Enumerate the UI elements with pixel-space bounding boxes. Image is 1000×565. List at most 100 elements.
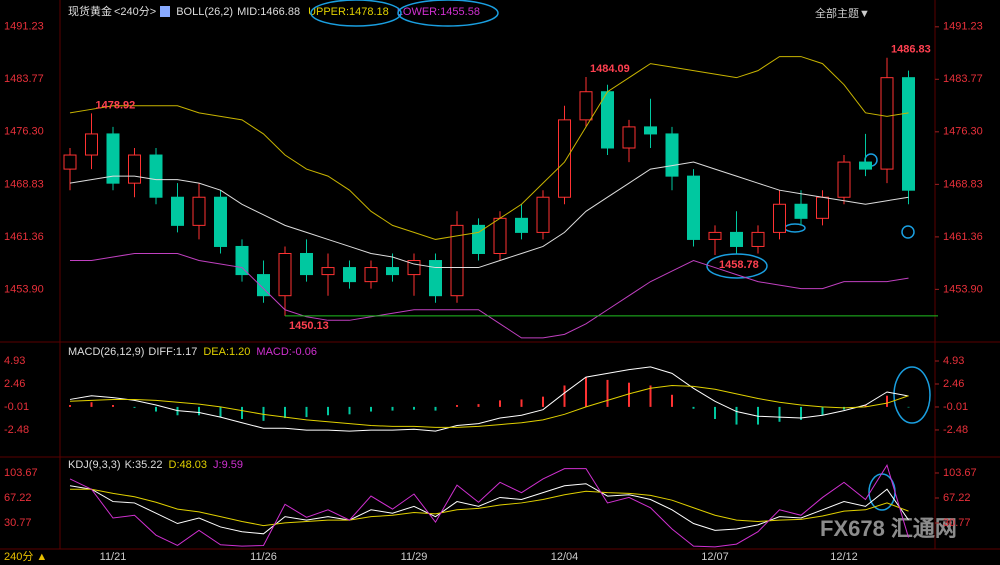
indicator-line — [69, 384, 909, 428]
candle-body — [300, 252, 313, 276]
candle-body — [773, 203, 786, 233]
kdj-header: KDJ(9,3,3) K:35.22 D:48.03 J:9.59 — [68, 459, 243, 471]
diff-text: DIFF:1.17 — [148, 346, 197, 358]
price-annotation: 1484.09 — [590, 63, 630, 75]
candle-body — [429, 260, 442, 297]
y-tick-label-right: 1476.30 — [943, 126, 983, 138]
candle-body — [622, 126, 636, 149]
header: 现货黄金 <240分> BOLL(26,2) MID:1466.88 UPPER:147… — [68, 4, 480, 18]
macd-text: MACD:-0.06 — [256, 346, 317, 358]
candle-body — [859, 161, 872, 170]
x-tick-label: 11/26 — [250, 551, 277, 563]
candle-body — [751, 231, 765, 247]
kdj-title: KDJ(9,3,3) — [68, 459, 121, 471]
candle-body — [214, 196, 227, 247]
y-tick-label-right: 1453.90 — [943, 283, 983, 295]
icon — [160, 6, 170, 17]
candle-body — [880, 77, 894, 170]
candle-body — [730, 231, 743, 247]
candle-body — [321, 267, 335, 276]
d-text: D:48.03 — [169, 459, 208, 471]
lower-text: LOWER:1455.58 — [397, 6, 480, 18]
highlight-circles — [310, 0, 931, 511]
candle-body — [665, 133, 679, 177]
candle-body — [493, 217, 507, 254]
y-tick-label-right: -0.01 — [943, 401, 968, 413]
indicator: BOLL(26,2) — [176, 6, 233, 18]
y-tick-label-left: -0.01 — [4, 401, 29, 413]
candle-body — [192, 196, 206, 226]
candle-body — [278, 252, 292, 297]
mid-text: MID:1466.88 — [237, 6, 300, 18]
indicator-line — [69, 483, 909, 535]
j-text: J:9.59 — [213, 459, 243, 471]
price-annotation: 1450.13 — [289, 320, 329, 332]
theme-menu[interactable]: 全部主题▼ — [815, 6, 870, 20]
x-tick-label: 11/29 — [401, 551, 428, 563]
candle-body — [235, 245, 249, 276]
candle-body — [63, 154, 77, 170]
candle-body — [257, 274, 270, 297]
y-tick-label-left: 1491.23 — [4, 21, 44, 33]
period: <240分> — [114, 5, 156, 18]
y-tick-label-right: 67.22 — [943, 492, 971, 504]
price-annotation: 1458.78 — [719, 259, 759, 271]
candle-body — [837, 161, 851, 198]
y-tick-label-right: 1468.83 — [943, 178, 983, 190]
indicator-line — [69, 161, 909, 269]
y-tick-label-right: 1491.23 — [943, 21, 983, 33]
candle-body — [708, 231, 722, 240]
x-tick-label: 12/07 — [701, 551, 729, 563]
y-tick-label-left: 103.67 — [4, 467, 38, 479]
candle-body — [386, 267, 399, 276]
candle-body — [450, 224, 464, 297]
x-tick-label: 11/21 — [100, 551, 127, 563]
k-text: K:35.22 — [125, 459, 163, 471]
candle-body — [558, 119, 571, 198]
indicator-line — [70, 252, 909, 339]
candle-body — [687, 175, 700, 240]
candle-body — [106, 133, 120, 184]
y-tick-label-left: 1476.30 — [4, 126, 44, 138]
y-tick-label-right: 4.93 — [943, 355, 964, 367]
price-annotation: 1478.92 — [96, 99, 136, 111]
candle-body — [902, 77, 915, 191]
symbol: 现货黄金 — [68, 4, 112, 18]
y-tick-label-right: 2.46 — [943, 378, 964, 390]
y-tick-label-left: 1468.83 — [4, 178, 44, 190]
candle-body — [644, 126, 657, 135]
candle-body — [794, 203, 808, 219]
y-tick-label-right: 1461.36 — [943, 231, 983, 243]
y-tick-label-left: 30.77 — [4, 517, 32, 529]
candle-body — [579, 91, 593, 121]
indicator-line — [69, 464, 909, 548]
indicator-line — [70, 488, 909, 527]
y-tick-label-left: 1483.77 — [4, 73, 44, 85]
y-tick-label-left: 1461.36 — [4, 231, 44, 243]
candle-body — [536, 196, 550, 233]
indicator-line — [69, 366, 909, 432]
y-tick-label-right: -2.48 — [943, 424, 968, 436]
watermark: FX678 汇通网 — [820, 516, 957, 541]
macd-header: MACD(26,12,9) DIFF:1.17 DEA:1.20 MACD:-0.06 — [68, 346, 317, 358]
y-tick-label-right: 103.67 — [943, 467, 977, 479]
macd-title: MACD(26,12,9) — [68, 346, 144, 358]
candle-body — [171, 196, 184, 226]
y-tick-label-left: 67.22 — [4, 492, 32, 504]
candle-body — [85, 133, 98, 156]
y-tick-label-right: 30.77 — [943, 517, 971, 529]
period-selector[interactable]: 240分 ▲ — [4, 550, 47, 563]
dea-text: DEA:1.20 — [203, 346, 250, 358]
candle-body — [149, 154, 163, 198]
candle-body — [364, 267, 378, 283]
candle-body — [816, 196, 829, 219]
y-tick-label-left: 4.93 — [4, 355, 25, 367]
y-tick-label-left: -2.48 — [4, 424, 29, 436]
price-annotation: 1486.83 — [891, 44, 931, 56]
candle-body — [601, 91, 614, 149]
y-tick-label-right: 1483.77 — [943, 73, 983, 85]
upper-text: UPPER:1478.18 — [308, 6, 389, 18]
candle-body — [515, 217, 528, 233]
y-tick-label-left: 2.46 — [4, 378, 25, 390]
